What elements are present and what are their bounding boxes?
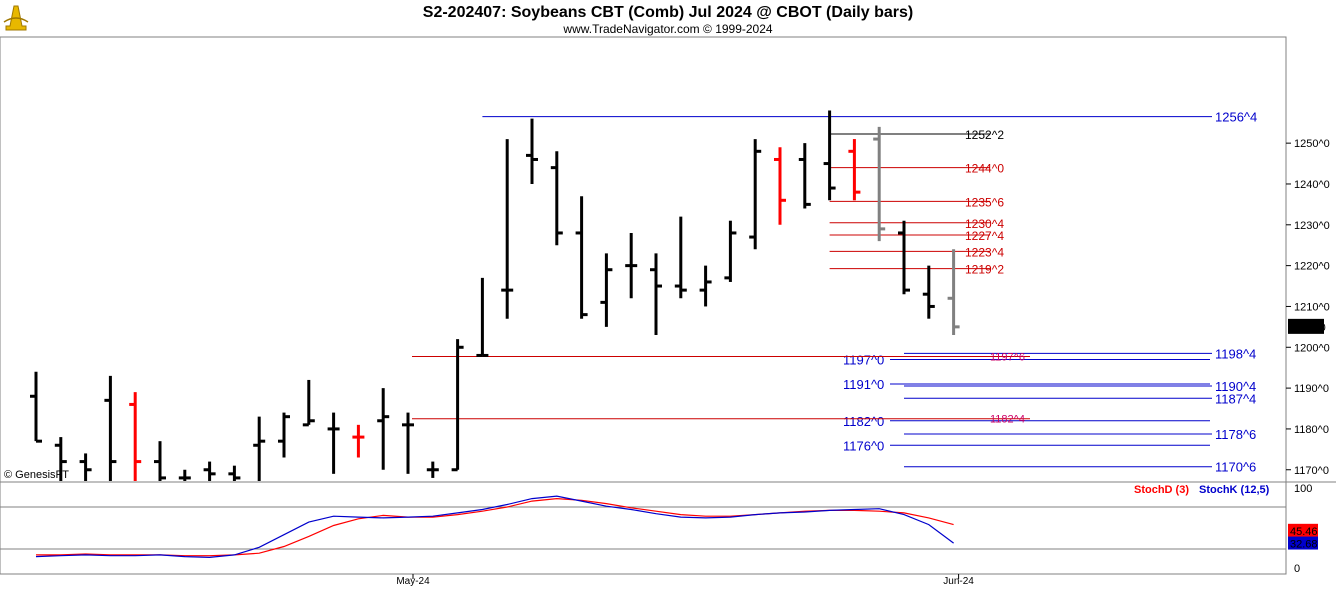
level-label: 1170^6 — [1215, 460, 1256, 475]
level-label: 1252^2 — [965, 128, 1004, 142]
stoch-k-line — [35, 495, 954, 559]
level-label: 1190^4 — [1215, 379, 1256, 394]
legend-stoch-d: StochD (3) — [1134, 484, 1189, 496]
level-label: 1191^0 — [843, 377, 884, 392]
logo — [3, 5, 29, 31]
price-tick-label: 1250^0 — [1294, 138, 1330, 150]
level-label: 1227^4 — [965, 229, 1004, 243]
stoch-k-value-box — [1288, 536, 1318, 550]
stochastic-panel — [0, 481, 1287, 575]
level-label: 1187^4 — [1215, 391, 1256, 406]
level-label: 1230^4 — [965, 217, 1004, 231]
stoch-d-value: 45.46 — [1290, 526, 1318, 538]
level-label: 1198^4 — [1215, 346, 1256, 361]
watermark: © GenesisFT — [4, 469, 69, 481]
last-price-label: 1205^0 — [1290, 322, 1326, 334]
price-tick-label: 1180^0 — [1294, 424, 1329, 436]
price-tick-label: 1190^0 — [1294, 383, 1329, 395]
level-label: 1176^0 — [843, 438, 884, 453]
level-label: 1182^0 — [843, 414, 884, 429]
stochastic-lines — [0, 495, 1286, 559]
chart-subtitle: www.TradeNavigator.com © 1999-2024 — [562, 22, 772, 36]
price-tick-label: 1200^0 — [1294, 342, 1330, 354]
price-tick-label: 1170^0 — [1294, 465, 1329, 477]
stoch-k-value: 32.68 — [1290, 539, 1318, 551]
price-axis: 1170^0 1180^0 1190^0 1200^0 1210^0 1220^0 1230… — [1286, 138, 1330, 477]
level-label: 1219^2 — [965, 263, 1004, 277]
chart-title: S2-202407: Soybeans CBT (Comb) Jul 2024 … — [423, 4, 913, 21]
stoch-tick-label: 100 — [1294, 483, 1312, 495]
level-label: 1235^6 — [965, 195, 1004, 209]
price-tick-label: 1210^0 — [1294, 301, 1330, 313]
level-label: 1197^6 — [990, 351, 1025, 363]
legend-stoch-k: StochK (12,5) — [1199, 484, 1270, 496]
date-axis: May-24 Jun-24 — [396, 574, 974, 587]
level-label: 1244^0 — [965, 162, 1004, 176]
level-label: 1256^4 — [1215, 110, 1257, 125]
level-label: 1197^0 — [843, 353, 884, 368]
stoch-d-line — [36, 497, 954, 557]
level-label: 1223^4 — [965, 245, 1004, 259]
price-tick-label: 1220^0 — [1294, 261, 1330, 273]
price-tick-label: 1240^0 — [1294, 179, 1330, 191]
level-label: 1178^6 — [1215, 427, 1256, 442]
date-tick-label: Jun-24 — [943, 576, 974, 587]
ohlc-bars — [30, 110, 960, 481]
stoch-tick-label: 0 — [1294, 563, 1300, 575]
price-tick-label: 1230^0 — [1294, 220, 1330, 232]
level-label: 1182^4 — [990, 414, 1025, 426]
last-price-box — [1288, 318, 1324, 334]
price-panel — [0, 36, 1287, 483]
date-tick-label: May-24 — [396, 576, 430, 587]
stoch-d-value-box — [1288, 523, 1318, 537]
